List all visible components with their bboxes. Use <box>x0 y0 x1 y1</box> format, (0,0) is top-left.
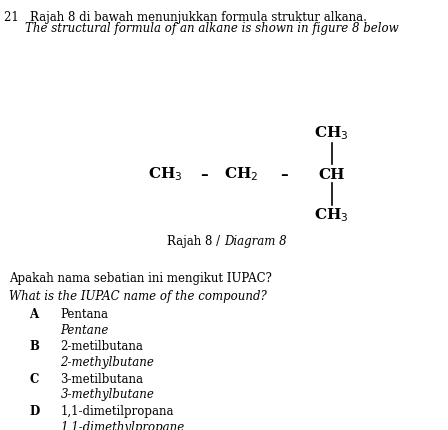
Text: Diagram 8: Diagram 8 <box>224 234 287 247</box>
Text: CH: CH <box>318 167 345 181</box>
Text: D: D <box>29 404 39 417</box>
Text: C: C <box>29 372 39 385</box>
Text: B: B <box>29 340 39 353</box>
Text: –: – <box>200 167 208 181</box>
Text: 1,1-dimethylpropane: 1,1-dimethylpropane <box>60 420 185 430</box>
Text: 3-metilbutana: 3-metilbutana <box>60 372 143 385</box>
Text: What is the IUPAC name of the compound?: What is the IUPAC name of the compound? <box>9 289 267 302</box>
Text: Rajah 8 /: Rajah 8 / <box>167 234 224 247</box>
Text: CH$_3$: CH$_3$ <box>314 124 349 142</box>
Text: Pentana: Pentana <box>60 307 108 320</box>
Text: The structural formula of an alkane is shown in figure 8 below: The structural formula of an alkane is s… <box>25 22 398 35</box>
Text: 2-methylbutane: 2-methylbutane <box>60 355 155 368</box>
Text: CH$_3$: CH$_3$ <box>314 206 349 224</box>
Text: 21   Rajah 8 di bawah menunjukkan formula struktur alkana.: 21 Rajah 8 di bawah menunjukkan formula … <box>4 11 367 24</box>
Text: 1,1-dimetilpropana: 1,1-dimetilpropana <box>60 404 174 417</box>
Text: CH$_2$: CH$_2$ <box>224 165 258 183</box>
Text: –: – <box>280 167 289 181</box>
Text: 3-methylbutane: 3-methylbutane <box>60 387 155 400</box>
Text: Apakah nama sebatian ini mengikut IUPAC?: Apakah nama sebatian ini mengikut IUPAC? <box>9 271 272 284</box>
Text: 2-metilbutana: 2-metilbutana <box>60 340 143 353</box>
Text: CH$_3$: CH$_3$ <box>148 165 182 183</box>
Text: Pentane: Pentane <box>60 323 109 336</box>
Text: A: A <box>29 307 38 320</box>
